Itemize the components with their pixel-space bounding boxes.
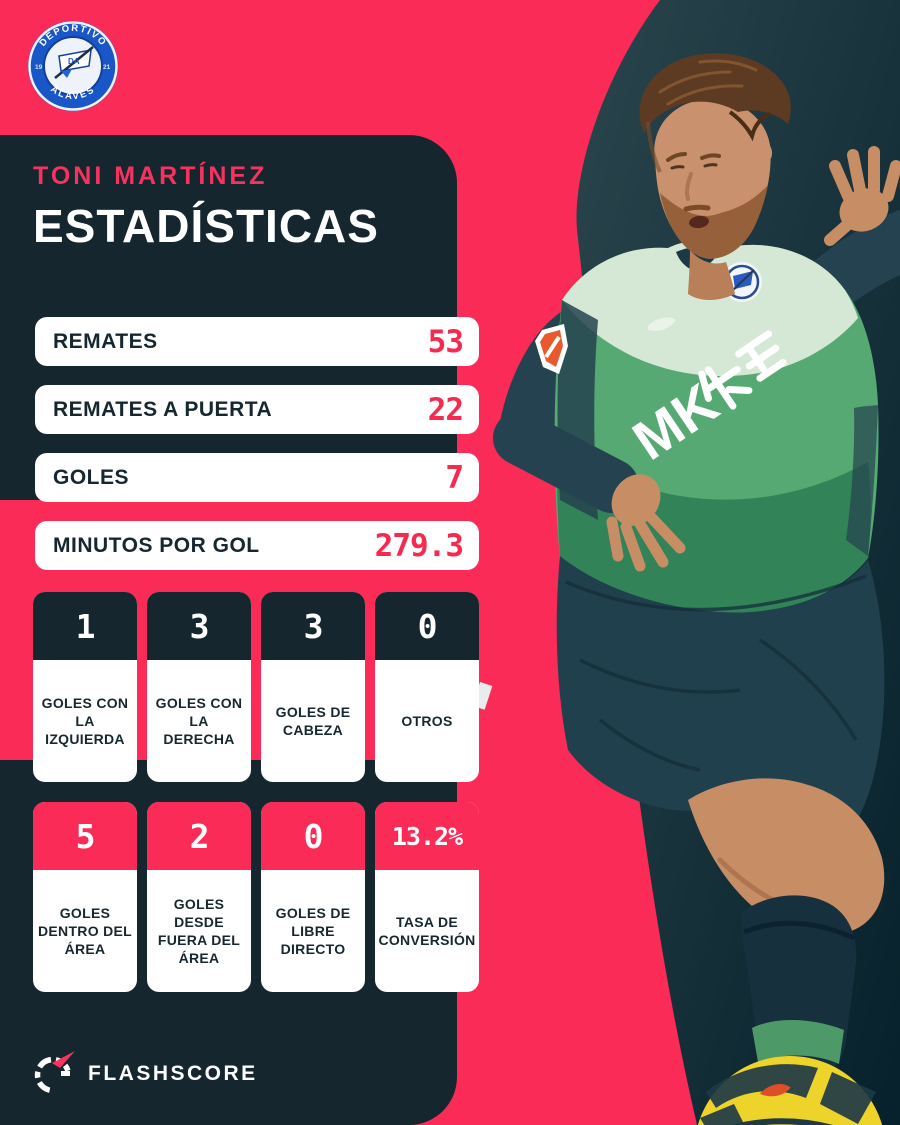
card-header: 3: [261, 592, 365, 660]
card-body: GOLES DENTRO DEL ÁREA: [33, 870, 137, 992]
header: TONI MARTÍNEZ ESTADÍSTICAS: [33, 162, 463, 253]
card-tasa-conversion: 13.2% TASA DE CONVERSIÓN: [375, 802, 479, 992]
card-value: 5: [75, 816, 96, 856]
stat-bar-minutos-por-gol: MINUTOS POR GOL 279.3: [35, 521, 479, 570]
card-label: GOLES DESDE FUERA DEL ÁREA: [157, 895, 241, 967]
stat-bar-remates: REMATES 53: [35, 317, 479, 366]
stat-bar-remates-a-puerta: REMATES A PUERTA 22: [35, 385, 479, 434]
page-title: ESTADÍSTICAS: [33, 200, 379, 252]
card-value: 2: [189, 816, 210, 856]
brand-name: FLASHSCORE: [88, 1062, 258, 1085]
card-goles-cabeza: 3 GOLES DE CABEZA: [261, 592, 365, 782]
card-label: GOLES DENTRO DEL ÁREA: [38, 904, 132, 958]
stat-bar-value: 53: [427, 323, 464, 360]
stat-bar-value: 22: [427, 391, 464, 428]
brand-footer: FLASHSCORE: [30, 1050, 258, 1096]
card-body: OTROS: [375, 660, 479, 782]
card-body: GOLES DE CABEZA: [261, 660, 365, 782]
card-value: 13.2%: [391, 821, 463, 851]
card-label: GOLES CON LA DERECHA: [155, 694, 243, 748]
stat-cards-row1: 1 GOLES CON LA IZQUIERDA 3 GOLES CON LA …: [33, 592, 479, 782]
card-body: GOLES CON LA IZQUIERDA: [33, 660, 137, 782]
stat-bar-label: GOLES: [53, 465, 130, 489]
card-goles-fuera-area: 2 GOLES DESDE FUERA DEL ÁREA: [147, 802, 251, 992]
card-goles-derecha: 3 GOLES CON LA DERECHA: [147, 592, 251, 782]
card-label: GOLES CON LA IZQUIERDA: [41, 694, 129, 748]
card-goles-izquierda: 1 GOLES CON LA IZQUIERDA: [33, 592, 137, 782]
stat-bar-value: 7: [445, 459, 464, 496]
card-body: GOLES DESDE FUERA DEL ÁREA: [147, 870, 251, 992]
card-header: 3: [147, 592, 251, 660]
card-goles-libre-directo: 0 GOLES DE LIBRE DIRECTO: [261, 802, 365, 992]
card-goles-dentro-area: 5 GOLES DENTRO DEL ÁREA: [33, 802, 137, 992]
card-label: TASA DE CONVERSIÓN: [378, 913, 476, 948]
card-body: TASA DE CONVERSIÓN: [375, 870, 479, 992]
card-body: GOLES DE LIBRE DIRECTO: [261, 870, 365, 992]
card-header: 1: [33, 592, 137, 660]
player-name: TONI MARTÍNEZ: [33, 162, 268, 190]
flashscore-icon: [34, 1051, 75, 1094]
card-header: 13.2%: [375, 802, 479, 870]
football: [697, 1056, 883, 1125]
badge-year-left: 19: [35, 64, 43, 71]
card-value: 3: [303, 606, 324, 646]
card-value: 3: [189, 606, 210, 646]
badge-monogram: DA: [68, 57, 80, 66]
card-header: 5: [33, 802, 137, 870]
stat-bar-label: REMATES A PUERTA: [53, 397, 273, 421]
card-header: 2: [147, 802, 251, 870]
card-otros: 0 OTROS: [375, 592, 479, 782]
card-value: 0: [303, 816, 324, 856]
card-header: 0: [261, 802, 365, 870]
stat-bar-goles: GOLES 7: [35, 453, 479, 502]
stat-bar-value: 279.3: [374, 527, 464, 564]
card-label: GOLES DE LIBRE DIRECTO: [275, 904, 351, 958]
card-label: OTROS: [401, 712, 453, 729]
badge-year-right: 21: [103, 64, 111, 71]
laliga-patch: [535, 324, 568, 374]
stat-bar-label: MINUTOS POR GOL: [53, 533, 260, 557]
stat-bars: REMATES 53 REMATES A PUERTA 22 GOLES 7 M…: [35, 317, 479, 570]
card-value: 0: [417, 606, 438, 646]
club-badge: DEPORTIVO ALAVÉS 19 21 DA: [28, 21, 118, 111]
stat-bar-label: REMATES: [53, 329, 158, 353]
stat-cards-row2: 5 GOLES DENTRO DEL ÁREA 2 GOLES DESDE FU…: [33, 802, 479, 992]
puma-logo: [648, 317, 676, 331]
card-body: GOLES CON LA DERECHA: [147, 660, 251, 782]
card-value: 1: [75, 606, 96, 646]
card-header: 0: [375, 592, 479, 660]
card-label: GOLES DE CABEZA: [275, 703, 351, 738]
